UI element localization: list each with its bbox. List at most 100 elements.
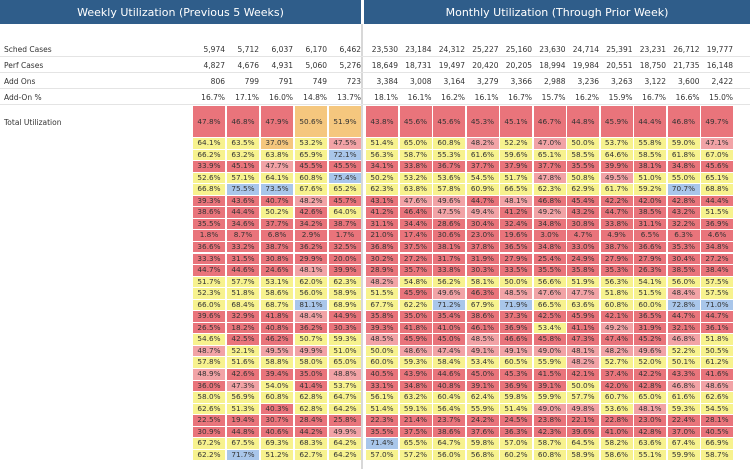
monthly-utilization-cell: 22.8% xyxy=(600,415,633,426)
weekly-utilization-cell: 49.5% xyxy=(261,345,293,357)
monthly-utilization-cell: 51.0% xyxy=(634,172,666,184)
weekly-utilization-cell: 37.7% xyxy=(261,218,293,230)
monthly-utilization-cell: 28.6% xyxy=(433,218,465,230)
summary-monthly-value: 3,600 xyxy=(678,77,700,86)
monthly-utilization-cell: 44.4% xyxy=(701,195,733,207)
monthly-utilization-cell: 42.5% xyxy=(533,311,566,322)
monthly-utilization-cell: 26.3% xyxy=(634,265,666,276)
summary-weekly-value: 6,462 xyxy=(339,45,361,54)
monthly-utilization-cell: 36.5% xyxy=(634,311,666,322)
monthly-utilization-cell: 36.6% xyxy=(634,241,666,253)
weekly-utilization-cell: 56.9% xyxy=(227,392,259,403)
summary-monthly-value: 20,205 xyxy=(505,61,532,70)
monthly-utilization-cell: 56.3% xyxy=(366,149,398,161)
weekly-utilization-cell: 8.7% xyxy=(227,230,259,241)
monthly-utilization-cell: 47.4% xyxy=(433,345,465,357)
monthly-utilization-cell: 35.5% xyxy=(567,161,599,172)
summary-monthly-value: 2,422 xyxy=(711,77,733,86)
weekly-utilization-cell: 68.9% xyxy=(329,299,361,311)
monthly-utilization-cell: 49.0% xyxy=(533,403,566,415)
monthly-utilization-cell: 42.3% xyxy=(533,426,566,438)
total-weekly-cell: 50.6% xyxy=(295,106,327,137)
summary-monthly-value: 16.6% xyxy=(675,93,700,102)
monthly-utilization-cell: 33.0% xyxy=(567,241,599,253)
monthly-utilization-cell: 50.0% xyxy=(567,380,599,392)
monthly-utilization-cell: 65.0% xyxy=(634,392,666,403)
summary-monthly-value: 20,420 xyxy=(472,61,499,70)
monthly-utilization-cell: 55.9% xyxy=(466,403,499,415)
monthly-utilization-cell: 71.4% xyxy=(366,438,398,449)
monthly-utilization-cell: 48.1% xyxy=(567,345,599,357)
monthly-utilization-cell: 41.2% xyxy=(366,207,398,218)
monthly-utilization-cell: 60.9% xyxy=(466,184,499,195)
weekly-utilization-cell: 20.0% xyxy=(329,253,361,265)
monthly-utilization-cell: 71.2% xyxy=(433,299,465,311)
summary-weekly-value: 16.0% xyxy=(269,93,293,102)
weekly-utilization-cell: 28.4% xyxy=(295,415,327,426)
monthly-utilization-cell: 60.8% xyxy=(600,299,633,311)
monthly-utilization-cell: 38.7% xyxy=(600,241,633,253)
monthly-utilization-cell: 28.9% xyxy=(366,265,398,276)
weekly-utilization-cell: 62.8% xyxy=(295,392,327,403)
monthly-utilization-cell: 23.8% xyxy=(533,415,566,426)
weekly-utilization-cell: 60.8% xyxy=(295,172,327,184)
weekly-utilization-cell: 48.7% xyxy=(193,345,225,357)
monthly-utilization-cell: 35.8% xyxy=(567,265,599,276)
weekly-utilization-cell: 66.0% xyxy=(193,299,225,311)
monthly-utilization-cell: 45.9% xyxy=(399,288,432,299)
monthly-utilization-cell: 31.9% xyxy=(466,253,499,265)
weekly-utilization-cell: 58.8% xyxy=(261,357,293,368)
monthly-utilization-cell: 59.3% xyxy=(667,403,700,415)
summary-monthly-value: 16.2% xyxy=(575,93,599,102)
monthly-utilization-cell: 58.7% xyxy=(399,149,432,161)
monthly-utilization-cell: 41.6% xyxy=(701,369,733,380)
monthly-utilization-cell: 63.6% xyxy=(567,299,599,311)
weekly-utilization-cell: 60.8% xyxy=(261,392,293,403)
monthly-utilization-cell: 35.5% xyxy=(366,426,398,438)
weekly-utilization-cell: 18.2% xyxy=(227,322,259,334)
monthly-utilization-cell: 32.2% xyxy=(667,218,700,230)
weekly-utilization-cell: 71.7% xyxy=(227,449,259,461)
summary-monthly-value: 25,160 xyxy=(505,45,532,54)
monthly-utilization-cell: 60.5% xyxy=(500,357,532,368)
monthly-utilization-cell: 51.4% xyxy=(366,403,398,415)
monthly-utilization-cell: 35.3% xyxy=(667,241,700,253)
monthly-utilization-cell: 39.1% xyxy=(466,380,499,392)
summary-monthly-value: 16.1% xyxy=(474,93,499,102)
monthly-utilization-cell: 19.6% xyxy=(500,230,532,241)
section-divider xyxy=(361,24,363,469)
monthly-utilization-cell: 66.5% xyxy=(500,184,532,195)
monthly-utilization-cell: 66.5% xyxy=(533,299,566,311)
monthly-utilization-cell: 47.6% xyxy=(399,195,432,207)
monthly-utilization-cell: 30.2% xyxy=(366,253,398,265)
monthly-utilization-cell: 50.0% xyxy=(500,276,532,288)
weekly-utilization-cell: 47.5% xyxy=(329,138,361,149)
monthly-utilization-cell: 59.9% xyxy=(533,392,566,403)
summary-monthly-value: 18.1% xyxy=(374,93,398,102)
monthly-utilization-cell: 65.1% xyxy=(533,149,566,161)
monthly-utilization-cell: 63.6% xyxy=(634,438,666,449)
weekly-utilization-cell: 36.2% xyxy=(295,241,327,253)
monthly-utilization-cell: 46.8% xyxy=(667,380,700,392)
monthly-utilization-cell: 47.6% xyxy=(533,288,566,299)
monthly-utilization-cell: 53.2% xyxy=(399,172,432,184)
monthly-utilization-cell: 41.8% xyxy=(399,322,432,334)
monthly-utilization-cell: 51.8% xyxy=(701,334,733,345)
monthly-utilization-cell: 63.2% xyxy=(399,392,432,403)
monthly-utilization-cell: 47.3% xyxy=(567,334,599,345)
monthly-utilization-cell: 42.8% xyxy=(667,195,700,207)
monthly-utilization-cell: 43.9% xyxy=(399,369,432,380)
monthly-utilization-cell: 36.9% xyxy=(701,218,733,230)
monthly-utilization-cell: 31.9% xyxy=(634,322,666,334)
monthly-utilization-cell: 30.6% xyxy=(433,230,465,241)
total-monthly-cell: 45.6% xyxy=(433,106,465,137)
total-monthly-cell: 46.7% xyxy=(533,106,566,137)
monthly-utilization-cell: 42.0% xyxy=(600,380,633,392)
weekly-utilization-cell: 67.2% xyxy=(193,438,225,449)
weekly-utilization-cell: 49.9% xyxy=(329,426,361,438)
monthly-utilization-cell: 27.9% xyxy=(500,253,532,265)
monthly-utilization-cell: 37.0% xyxy=(667,426,700,438)
monthly-utilization-cell: 45.3% xyxy=(500,369,532,380)
monthly-utilization-cell: 44.7% xyxy=(667,311,700,322)
monthly-utilization-cell: 39.6% xyxy=(567,426,599,438)
